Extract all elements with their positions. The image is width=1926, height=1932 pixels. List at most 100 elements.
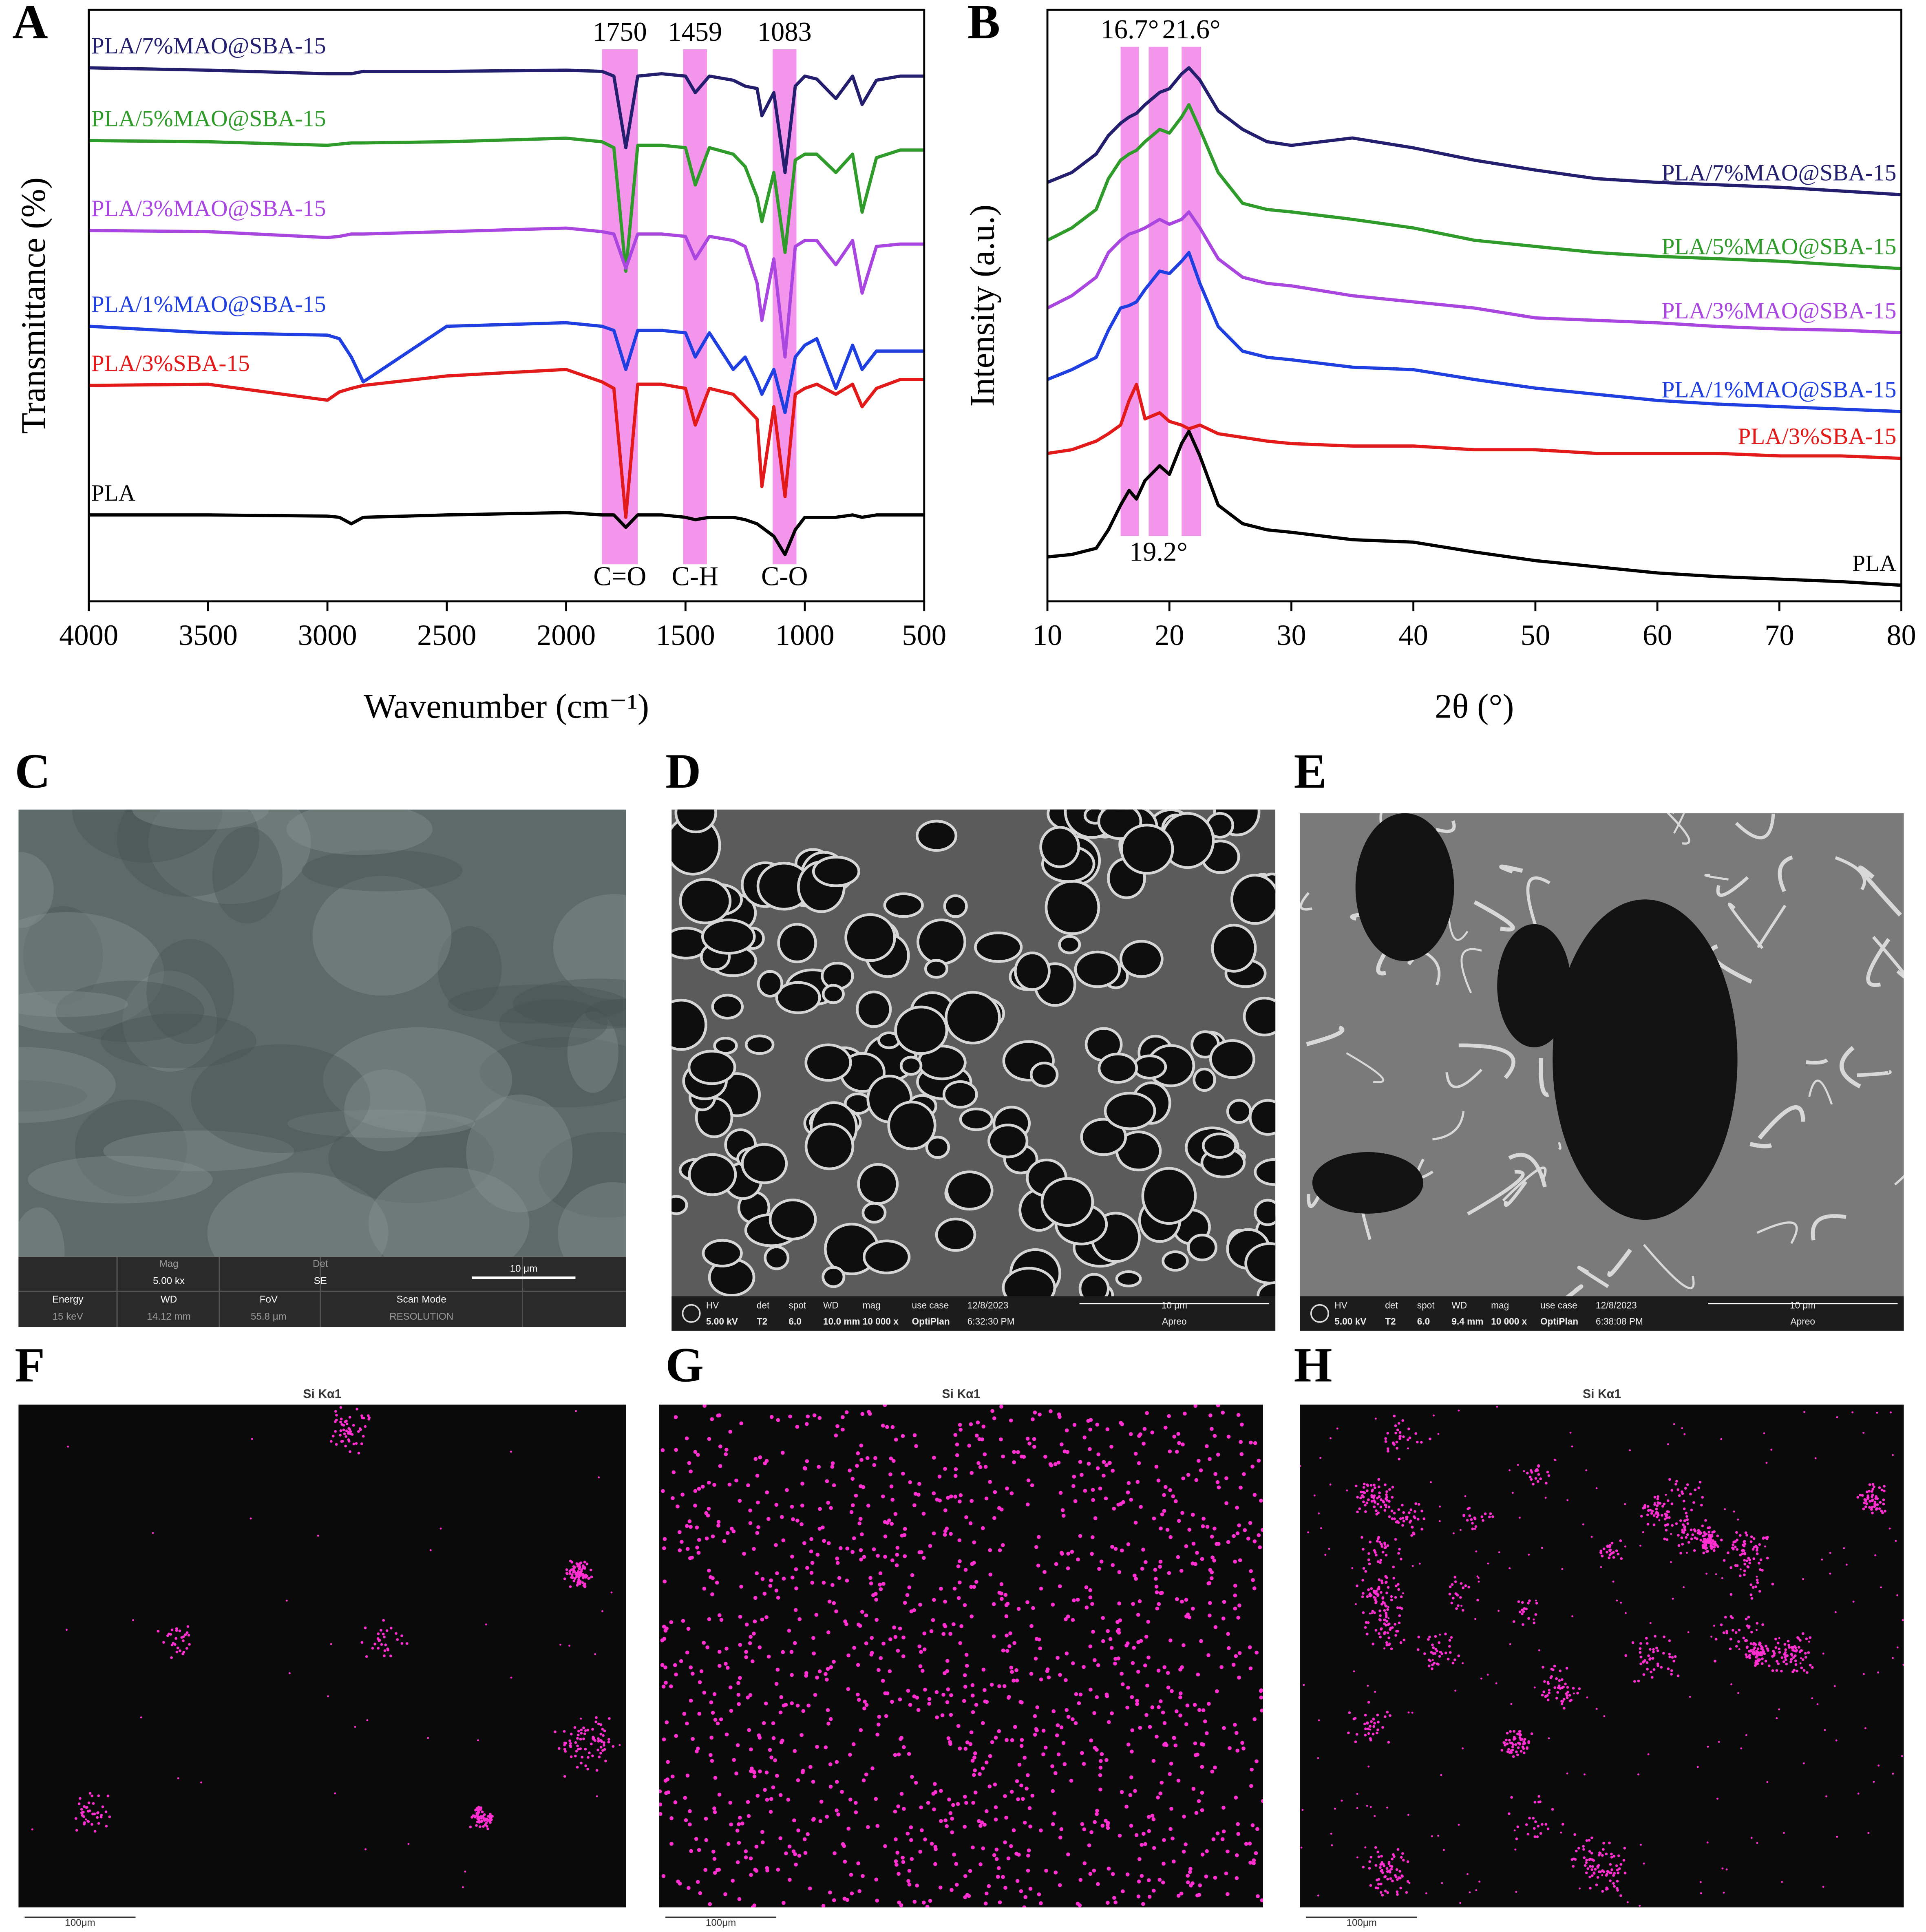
edx-dot (1129, 1432, 1133, 1436)
edx-dot (1128, 1793, 1133, 1797)
edx-dot (1674, 1483, 1677, 1486)
sem-pore (1209, 1039, 1255, 1079)
edx-dot (750, 1659, 755, 1663)
edx-dot (565, 1572, 569, 1575)
edx-dot (674, 1448, 678, 1452)
edx-dot (1237, 1651, 1242, 1655)
edx-dot (1012, 1641, 1016, 1645)
edx-dot (1020, 1454, 1024, 1459)
edx-dot (1372, 1643, 1374, 1645)
edx-dot (845, 1546, 850, 1551)
edx-dot (1411, 1526, 1414, 1529)
sem-pore (812, 856, 861, 888)
edx-dot (1639, 1663, 1642, 1665)
edx-dot (1657, 1501, 1659, 1504)
edx-dot (774, 1543, 778, 1547)
edx-dot (1137, 1461, 1141, 1465)
edx-dot (1250, 1767, 1254, 1772)
edx-dot (1380, 1591, 1383, 1594)
edx-dot (1589, 1887, 1592, 1890)
edx-dot (883, 1844, 887, 1848)
edx-dot (1233, 1559, 1237, 1564)
edx-dot (568, 1570, 572, 1573)
edx-dot (1380, 1855, 1383, 1858)
edx-dot (1868, 1483, 1871, 1486)
sem-fold (1526, 876, 1551, 926)
edx-dot (1018, 1700, 1023, 1704)
edx-dot (1248, 1841, 1252, 1846)
edx-dot (1152, 1846, 1156, 1850)
edx-dot (973, 1768, 977, 1773)
edx-dot (731, 1529, 736, 1534)
edx-dot (940, 1713, 945, 1718)
edx-dot (903, 1554, 907, 1559)
sem-fold (1499, 864, 1523, 874)
sem-pore (1120, 824, 1174, 875)
edx-dot (864, 1641, 868, 1645)
x-tick-label: 10 (1033, 618, 1062, 651)
edx-dot (1380, 1869, 1384, 1872)
edx-dot (1137, 1599, 1142, 1603)
edx-dot (1509, 1741, 1512, 1744)
edx-dot (1193, 1741, 1197, 1746)
edx-dot (917, 1482, 921, 1486)
edx-dot (1183, 1411, 1187, 1416)
series-label: PLA/7%MAO@SBA-15 (91, 33, 326, 59)
edx-dot (1032, 1444, 1036, 1449)
edx-dot (486, 1818, 489, 1821)
sem-fold (1300, 892, 1312, 911)
edx-dot (1427, 1638, 1430, 1641)
edx-dot (749, 1635, 753, 1639)
edx-dot (1600, 1566, 1602, 1568)
edx-dot (1373, 1591, 1376, 1594)
edx-dot (786, 1797, 791, 1802)
edx-dot (787, 1844, 792, 1849)
edx-dot (1438, 1655, 1441, 1658)
edx-dot (933, 1845, 938, 1849)
sem-fold (1894, 1175, 1904, 1186)
x-tick-label: 40 (1398, 618, 1428, 651)
edx-dot (1135, 1480, 1140, 1484)
edx-dot (1239, 1440, 1243, 1444)
edx-dot (953, 1495, 958, 1499)
edx-dot (693, 1489, 698, 1493)
edx-dot (1138, 1726, 1142, 1730)
edx-dot (1553, 1665, 1556, 1668)
edx-dot (1743, 1569, 1746, 1572)
edx-dot (250, 1517, 252, 1520)
edx-dot (574, 1754, 577, 1758)
edx-dot (1683, 1526, 1686, 1529)
sem-pore (1074, 950, 1121, 988)
edx-dot (174, 1637, 177, 1640)
edx-dot (870, 1636, 874, 1640)
edx-dot (1771, 1669, 1774, 1672)
edx-dot (104, 1811, 108, 1813)
edx-dot (1716, 1535, 1719, 1537)
edx-dot (687, 1519, 692, 1524)
edx-dot (662, 1625, 666, 1629)
edx-dot (1382, 1863, 1385, 1866)
edx-dot (1720, 1623, 1723, 1626)
edx-dot (932, 1807, 936, 1812)
edx-dot (1480, 1677, 1482, 1680)
edx-dot (590, 1575, 593, 1579)
edx-dot (1765, 1645, 1767, 1648)
edx-dot (970, 1499, 974, 1503)
edx-dot (929, 1629, 934, 1633)
info-text: spot (1417, 1300, 1435, 1311)
edx-dot (85, 1818, 87, 1821)
edx-dot (792, 1818, 796, 1823)
edx-dot (917, 1644, 922, 1649)
edx-dot (1390, 1868, 1393, 1871)
info-text: 9.4 mm (1451, 1316, 1483, 1327)
edx-dot (1387, 1862, 1391, 1865)
edx-dot (769, 1797, 773, 1801)
edx-dot (1610, 1868, 1613, 1871)
edx-dot (1454, 1580, 1457, 1583)
edx-dot (1378, 1541, 1381, 1544)
edx-dot (1467, 1873, 1469, 1875)
edx-dot (696, 1880, 700, 1884)
edx-dot (746, 1800, 750, 1804)
edx-dot (1060, 1551, 1064, 1555)
edx-dot (1375, 1418, 1377, 1420)
